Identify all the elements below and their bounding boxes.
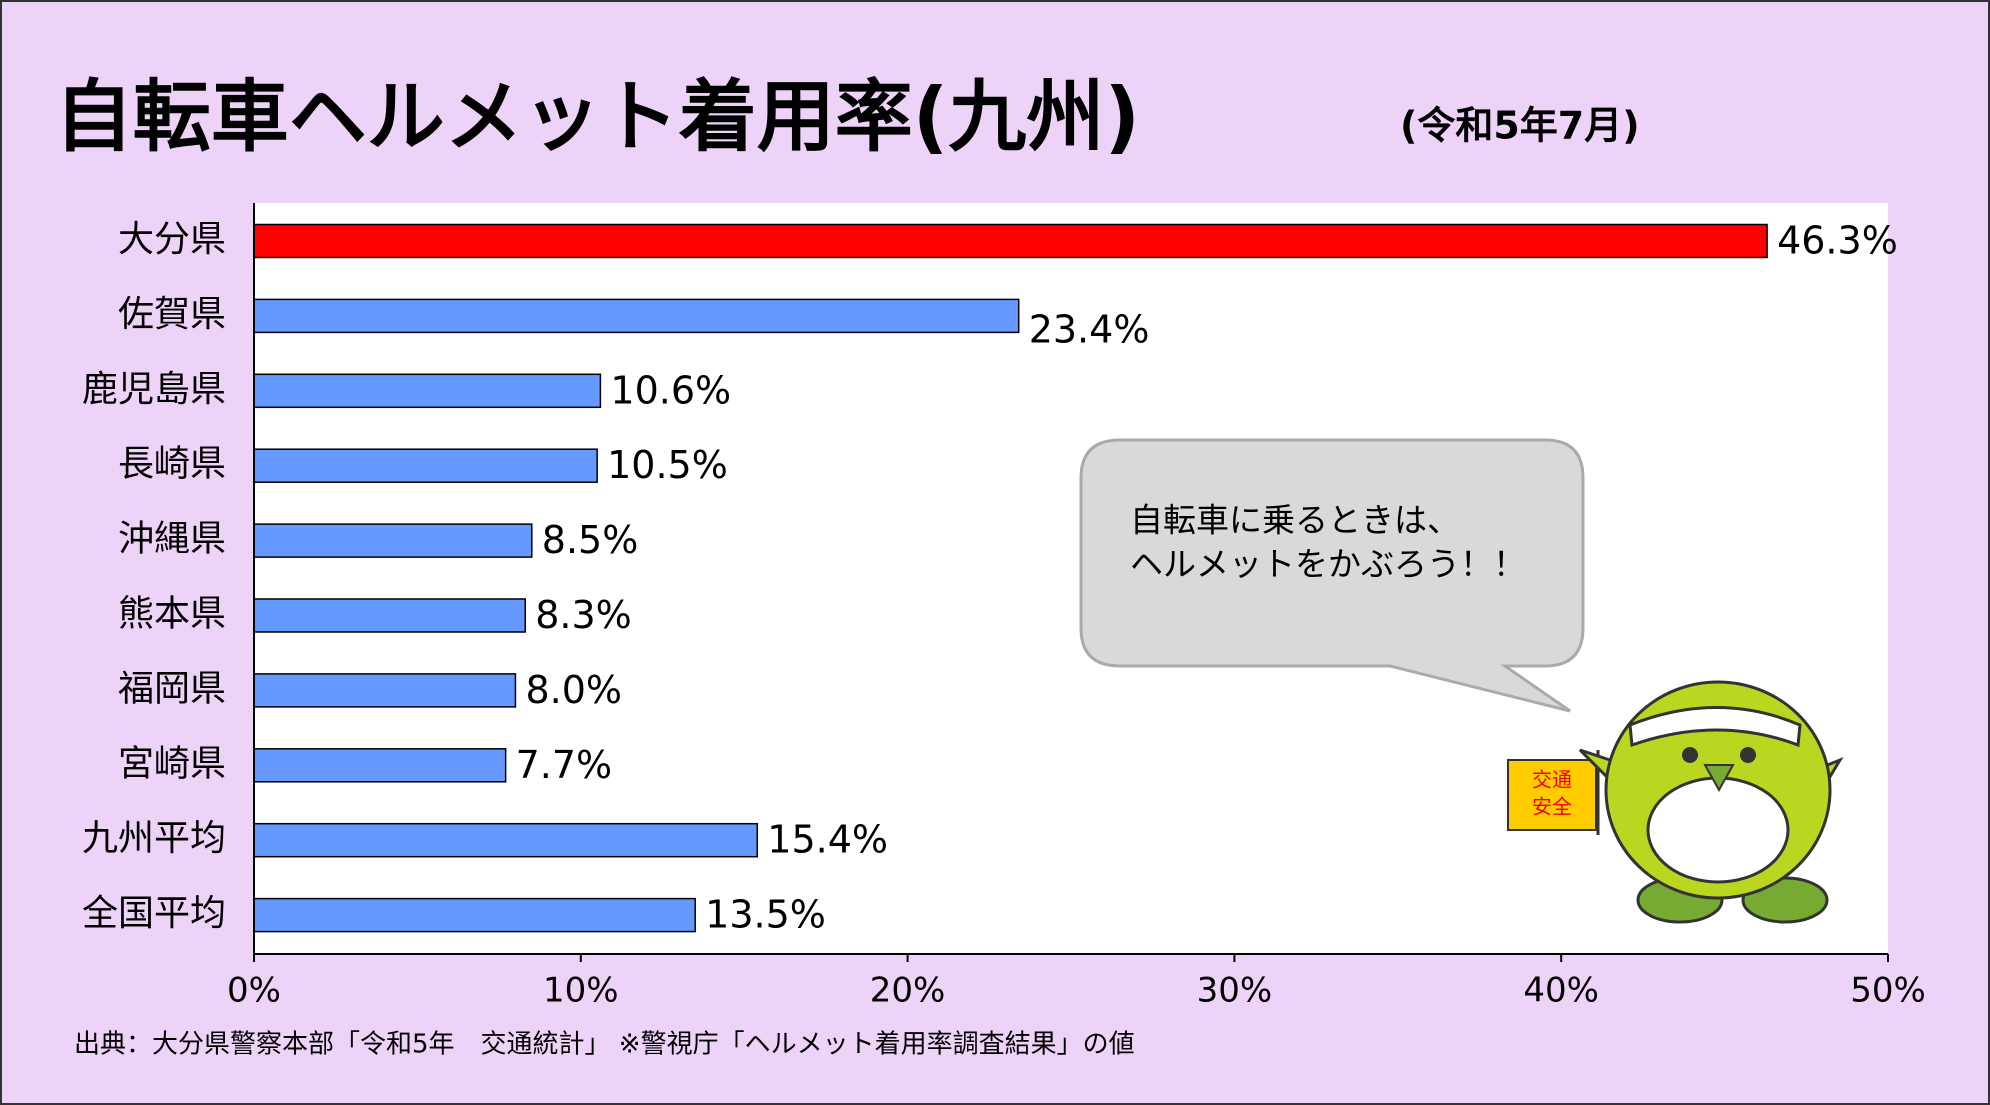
bubble-text: 自転車に乗るときは、: [1130, 501, 1460, 540]
y-tick-label: 鹿児島県: [82, 369, 226, 410]
y-tick-label: 長崎県: [118, 444, 226, 485]
bar: [253, 448, 598, 483]
mascot: 交通 安全: [1507, 680, 1844, 924]
value-label: 10.5%: [607, 443, 728, 487]
bubble-text: ヘルメットをかぶろう！！: [1130, 545, 1526, 584]
y-tick-label: 宮崎県: [118, 743, 226, 784]
value-label: 10.6%: [610, 368, 731, 412]
x-tick-label: 0%: [227, 971, 281, 1011]
bar: [253, 673, 517, 708]
flag-text: 安全: [1532, 795, 1572, 819]
y-tick-label: 全国平均: [82, 893, 226, 934]
value-label: 15.4%: [767, 818, 888, 862]
x-tick-label: 10%: [543, 971, 619, 1011]
x-tick-label: 20%: [870, 971, 946, 1011]
y-tick-label: 福岡県: [118, 668, 226, 709]
value-label: 7.7%: [516, 743, 613, 787]
x-tick-label: 50%: [1850, 971, 1926, 1011]
y-tick-label: 大分県: [118, 219, 226, 260]
y-tick-label: 九州平均: [82, 818, 226, 859]
source: 出典：大分県警察本部「令和5年 交通統計」 ※警視庁「ヘルメット着用率調査結果」…: [74, 1030, 1135, 1060]
bar: [253, 298, 1020, 334]
bar: [253, 223, 1768, 259]
flag-text: 交通: [1532, 768, 1572, 792]
bar: [253, 523, 533, 558]
value-label: 23.4%: [1029, 307, 1150, 351]
bar: [253, 822, 759, 858]
chart-subtitle: (令和5年7月): [1400, 104, 1640, 148]
value-label: 8.5%: [542, 518, 639, 562]
bar: [253, 897, 696, 933]
value-label: 8.3%: [535, 593, 632, 637]
y-tick-label: 佐賀県: [118, 294, 226, 335]
value-label: 8.0%: [525, 668, 622, 712]
x-tick-label: 30%: [1197, 971, 1273, 1011]
y-tick-label: 沖縄県: [118, 519, 226, 560]
bar: [253, 598, 526, 633]
y-tick-label: 熊本県: [118, 594, 226, 635]
speech-bubble: 自転車に乗るときは、 ヘルメットをかぶろう！！: [1079, 438, 1585, 713]
chart-title: 自転車ヘルメット着用率(九州): [55, 72, 1140, 162]
x-tick-label: 40%: [1523, 971, 1599, 1011]
value-label: 13.5%: [705, 893, 826, 937]
bar: [253, 748, 507, 783]
bar: [253, 373, 602, 409]
value-label: 46.3%: [1777, 219, 1898, 263]
